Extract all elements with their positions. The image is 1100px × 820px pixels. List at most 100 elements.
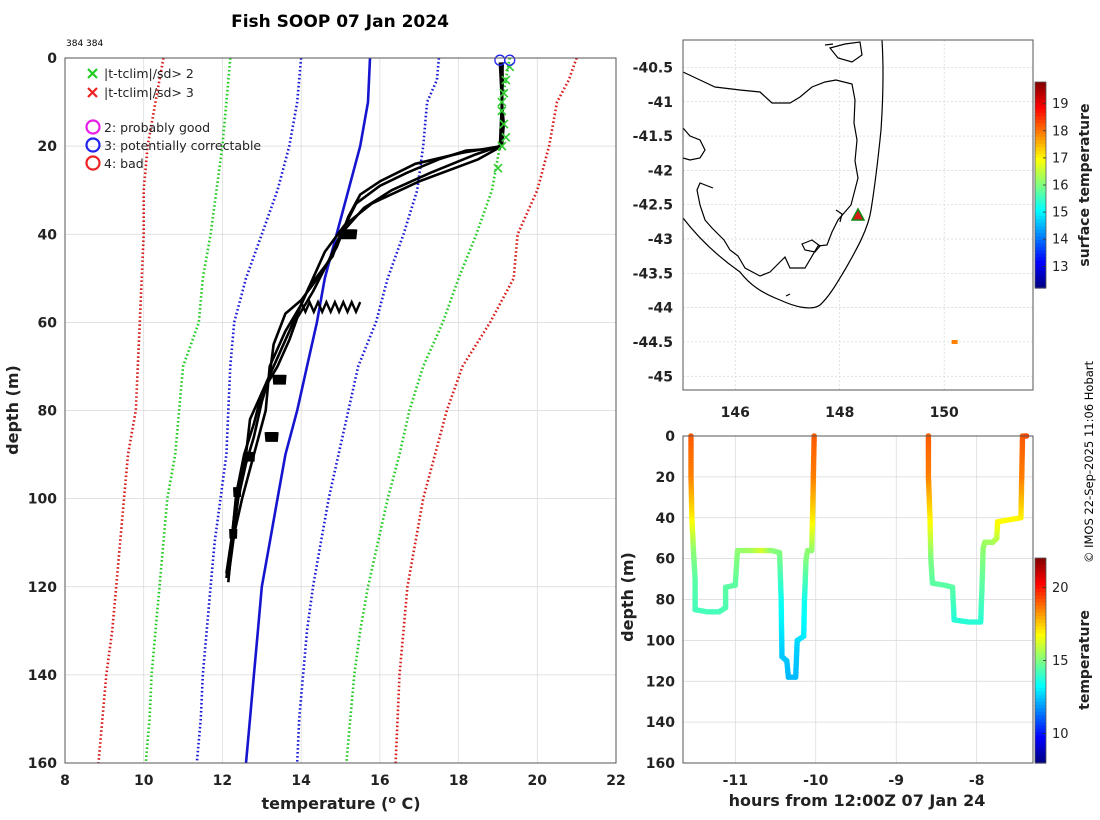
colorbar-swatch (1035, 609, 1046, 614)
timeseries-x-axis-label: hours from 12:00Z 07 Jan 24 (729, 791, 986, 810)
flag-x-marker (497, 141, 507, 151)
colorbar-swatch (1035, 681, 1046, 686)
colorbar-swatch (1035, 581, 1046, 586)
temperature-colorbar-label: temperature (1077, 610, 1093, 710)
map-y-tick-label: -42.5 (633, 198, 673, 214)
colorbar-swatch (1035, 250, 1046, 255)
colorbar-swatch (1035, 281, 1046, 286)
x-tick-label: 10 (134, 773, 154, 789)
colorbar-swatch (1035, 599, 1046, 604)
colorbar-swatch (1035, 136, 1046, 141)
colorbar-swatch (1035, 109, 1046, 114)
colorbar-swatch (1035, 585, 1046, 590)
ts-y-tick-label: 40 (656, 511, 676, 527)
x-tick-label: 8 (60, 773, 70, 789)
colorbar-swatch (1035, 564, 1046, 569)
colorbar-swatch (1035, 191, 1046, 196)
colorbar-swatch (1035, 749, 1046, 754)
climatology-line-mean (244, 57, 372, 764)
colorbar-swatch (1035, 130, 1046, 135)
colorbar-swatch (1035, 188, 1046, 193)
colorbar-swatch (1035, 612, 1046, 617)
ts-x-tick-label: -9 (888, 773, 904, 789)
circle-red-icon (85, 155, 101, 171)
colorbar-swatch (1035, 202, 1046, 207)
sst-data-point (951, 339, 958, 344)
y-tick-label: 40 (38, 227, 58, 243)
map-y-tick-label: -42 (648, 163, 673, 179)
colorbar-swatch (1035, 82, 1046, 87)
colorbar-tick-label: 15 (1052, 206, 1069, 221)
colorbar-swatch (1035, 140, 1046, 145)
colorbar-swatch (1035, 629, 1046, 634)
profile-noise-segment (229, 528, 238, 539)
ts-x-tick-label: -8 (969, 773, 985, 789)
climatology-line-3sd (394, 57, 578, 764)
colorbar-swatch (1035, 701, 1046, 706)
colorbar-swatch (1035, 592, 1046, 597)
colorbar-swatch (1035, 167, 1046, 172)
colorbar-swatch (1035, 670, 1046, 675)
colorbar-swatch (1035, 126, 1046, 131)
colorbar-swatch (1035, 708, 1046, 713)
profile-id-label: 384 384 (66, 39, 103, 49)
colorbar-swatch (1035, 88, 1046, 93)
colorbar-swatch (1035, 725, 1046, 730)
colorbar-swatch (1035, 694, 1046, 699)
ts-y-tick-label: 60 (656, 552, 676, 568)
map-x-tick-label: 150 (930, 405, 959, 421)
flag-x-marker (499, 88, 509, 98)
colorbar-swatch (1035, 171, 1046, 176)
ts-y-tick-label: 160 (646, 756, 675, 772)
colorbar-swatch (1035, 178, 1046, 183)
coastline (682, 39, 884, 309)
profile-legend: |t-tclim|/sd> 2 |t-tclim|/sd> 3 2: proba… (85, 66, 261, 171)
colorbar-swatch (1035, 619, 1046, 624)
colorbar-tick-label: 17 (1052, 151, 1069, 166)
colorbar-swatch (1035, 226, 1046, 231)
map-y-tick-label: -41.5 (633, 129, 673, 145)
colorbar-swatch (1035, 722, 1046, 727)
colorbar-tick-label: 16 (1052, 179, 1069, 194)
colorbar-tick-label: 20 (1052, 581, 1069, 596)
ts-x-tick-label: -10 (803, 773, 829, 789)
colorbar-swatch (1035, 616, 1046, 621)
colorbar-swatch (1035, 663, 1046, 668)
colorbar-tick-label: 14 (1052, 233, 1069, 248)
colorbar-swatch (1035, 102, 1046, 107)
colorbar-swatch (1035, 602, 1046, 607)
y-tick-label: 20 (38, 139, 58, 155)
ts-x-tick-label: -11 (723, 773, 748, 789)
profile-noise-segment (264, 431, 279, 442)
y-tick-label: 0 (47, 51, 57, 67)
profile-ticks: 8 10 12 14 16 18 20 22 0 20 40 60 80 100 120 140 160 (28, 51, 626, 789)
y-tick-label: 160 (28, 756, 57, 772)
x-tick-label: 16 (370, 773, 389, 789)
colorbar-swatch (1035, 160, 1046, 165)
map-panel: 146 148 150 -40.5 -41 -41.5 -42 -42.5 -43 -43.5 -4… (633, 39, 1093, 421)
colorbar-tick-label: 18 (1052, 124, 1069, 139)
ts-y-tick-label: 20 (656, 470, 676, 486)
circle-magenta-icon (85, 119, 101, 135)
colorbar-tick-label: 10 (1052, 727, 1069, 742)
colorbar-swatch (1035, 588, 1046, 593)
map-y-tick-label: -44 (648, 301, 674, 317)
colorbar-swatch (1035, 643, 1046, 648)
map-y-tick-label: -40.5 (633, 60, 673, 76)
colorbar-swatch (1035, 756, 1046, 761)
colorbar-swatch (1035, 657, 1046, 662)
timeseries-axes-box (682, 435, 1034, 764)
y-axis-label: depth (m) (3, 365, 22, 455)
colorbar-swatch (1035, 92, 1046, 97)
x-axis-label: temperature (o C) (261, 793, 420, 813)
colorbar-swatch (1035, 157, 1046, 162)
colorbar-swatch (1035, 95, 1046, 100)
ts-y-tick-label: 140 (646, 715, 675, 731)
profile-noise-segment (339, 229, 358, 240)
flag-x-marker (497, 97, 507, 107)
flag-x-marker (497, 106, 507, 116)
colorbar-swatch (1035, 274, 1046, 279)
colorbar-swatch (1035, 205, 1046, 210)
colorbar-swatch (1035, 739, 1046, 744)
